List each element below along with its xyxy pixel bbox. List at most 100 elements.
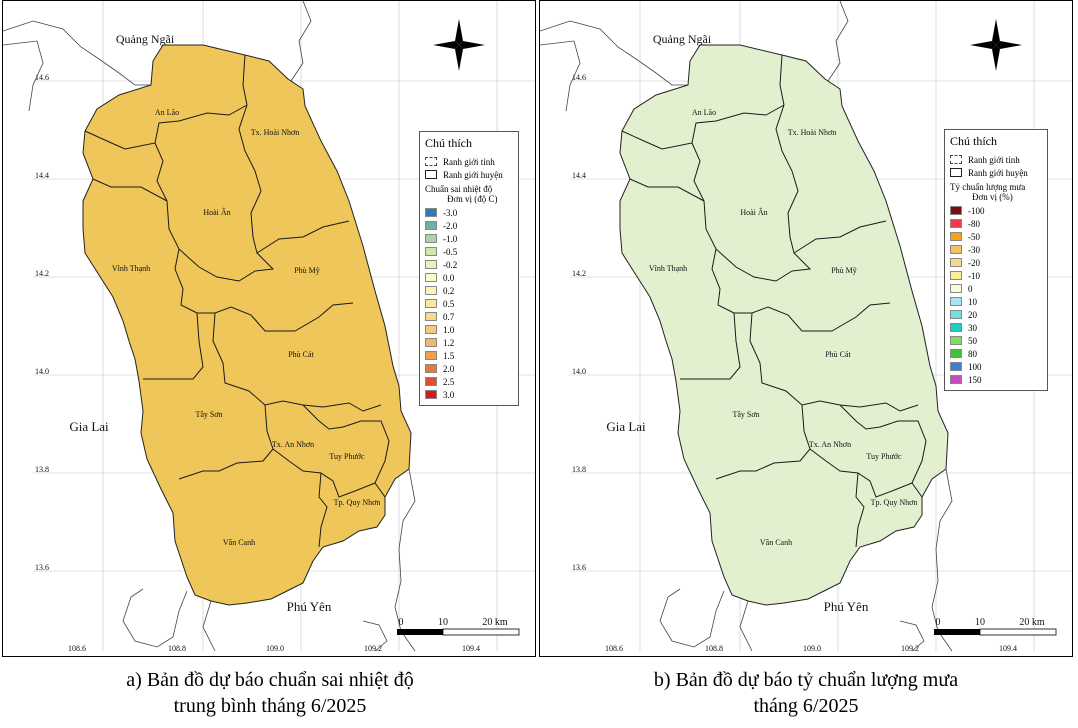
legend-item-label: 80 [968,348,977,359]
longitude-tick-label: 109.2 [901,644,919,653]
legend-color-swatch [950,323,962,332]
legend-item-label: 50 [968,335,977,346]
legend-color-swatch [950,310,962,319]
legend-items: -3.0 -2.0 -1.0 -0.5 -0.2 0.0 0.2 0.5 0.7 1.0 1.2 1.… [425,206,513,401]
map-b-canvas: 14.6 14.4 14.2 14.0 13.8 13.6 108.6 108.8 109.0 1… [540,1,1072,653]
label-van-canh: Vân Canh [760,538,792,547]
legend-temperature: Chú thích Ranh giới tỉnh Ranh giới huyện… [419,131,519,406]
legend-item: 0 [950,282,1042,295]
coastline [899,620,925,652]
longitude-tick-label: 109.0 [803,644,821,653]
legend-item: -50 [950,230,1042,243]
legend-item-label: -100 [968,205,985,216]
legend-item: 1.5 [425,349,513,362]
legend-color-swatch [425,338,437,347]
legend-color-swatch [425,260,437,269]
coastline [827,1,849,82]
label-quy-nhon: Tp. Quy Nhơn [334,498,381,507]
legend-color-swatch [425,390,437,399]
longitude-tick-label: 108.8 [168,644,186,653]
legend-title: Chú thích [950,134,997,148]
scale-label-mid: 10 [975,617,985,628]
district-boundary [272,448,386,498]
latitude-tick-label: 13.8 [572,465,586,474]
district-boundary [256,220,350,254]
legend-color-swatch [950,258,962,267]
legend-item-label: -10 [968,270,980,281]
district-boundary [749,312,919,412]
legend-color-swatch [425,377,437,386]
caption-a-line1: a) Bản đồ dự báo chuẩn sai nhiệt độ [126,669,414,691]
legend-color-swatch [425,299,437,308]
coastline [3,40,44,112]
legend-item: 0.5 [425,297,513,310]
legend-color-swatch [950,284,962,293]
legend-rainfall: Chú thích Ranh giới tỉnh Ranh giới huyện… [944,129,1048,391]
coastline [394,468,416,652]
legend-item-label: 1.5 [443,350,455,361]
legend-item: -0.2 [425,258,513,271]
latitude-tick-label: 13.6 [572,563,586,572]
label-an-lao: An Lão [692,108,716,117]
legend-item: 2.5 [425,375,513,388]
latitude-tick-label: 13.6 [35,563,49,572]
district-boundary [629,178,705,202]
coastline [540,40,581,112]
district-boundary [178,404,274,480]
district-boundary [238,104,275,272]
legend-item-label: 10 [968,296,977,307]
legend-district-boundary: Ranh giới huyện [950,166,1042,179]
legend-color-swatch [425,325,437,334]
legend-color-swatch [950,375,962,384]
scale-segment-dark [397,629,443,635]
scale-label-end: 20 km [482,617,508,628]
district-boundary [621,104,785,150]
district-boundary [793,220,887,254]
legend-color-swatch [950,206,962,215]
longitude-tick-label: 108.6 [605,644,623,653]
district-boundary [775,104,812,272]
legend-item-label: -20 [968,257,980,268]
legend-color-swatch [950,232,962,241]
scale-segment-light [979,628,1057,636]
legend-item: 0.2 [425,284,513,297]
caption-a-line2: trung bình tháng 6/2025 [173,695,367,717]
latitude-tick-label: 14.2 [572,269,586,278]
map-b-land [540,1,953,652]
label-tuy-phuoc: Tuy Phước [866,452,902,461]
label-tuy-phuoc: Tuy Phước [329,452,365,461]
legend-item-label: 2.0 [443,363,455,374]
legend-color-swatch [425,208,437,217]
legend-item: -0.5 [425,245,513,258]
label-phu-cat: Phù Cát [825,350,851,359]
coastline [290,1,312,82]
legend-item-label: 3.0 [443,389,455,400]
legend-color-swatch [950,271,962,280]
label-quang-ngai: Quảng Ngãi [116,32,175,46]
legend-item: -10 [950,269,1042,282]
legend-item: 1.0 [425,323,513,336]
map-a-canvas: 14.6 14.4 14.2 14.0 13.8 13.6 108.6 108.8 109.0 1… [3,1,535,653]
legend-district-boundary: Ranh giới huyện [425,168,513,181]
province-area [82,44,412,606]
latitude-tick-label: 14.4 [572,171,586,180]
legend-item: 10 [950,295,1042,308]
legend-item-label: 0.7 [443,311,455,322]
map-a-land [3,1,416,652]
longitude-tick-label: 109.0 [266,644,284,653]
latitude-tick-label: 14.6 [35,73,49,82]
temperature-anomaly-map: 14.6 14.4 14.2 14.0 13.8 13.6 108.6 108.8 109.0 1… [2,0,536,657]
coastline [3,20,151,86]
label-quy-nhon: Tp. Quy Nhơn [871,498,918,507]
legend-title: Chú thích [425,136,472,150]
label-hoai-nhon: Tx. Hoài Nhơn [788,128,836,137]
label-van-canh: Vân Canh [223,538,255,547]
coastline [739,600,753,652]
legend-item: 20 [950,308,1042,321]
legend-subtitle: Tỷ chuẩn lượng mưa [950,182,1026,192]
district-boundary [691,142,793,282]
legend-item: 50 [950,334,1042,347]
legend-item: 1.2 [425,336,513,349]
legend-item-label: -30 [968,244,980,255]
coastline [540,20,688,86]
